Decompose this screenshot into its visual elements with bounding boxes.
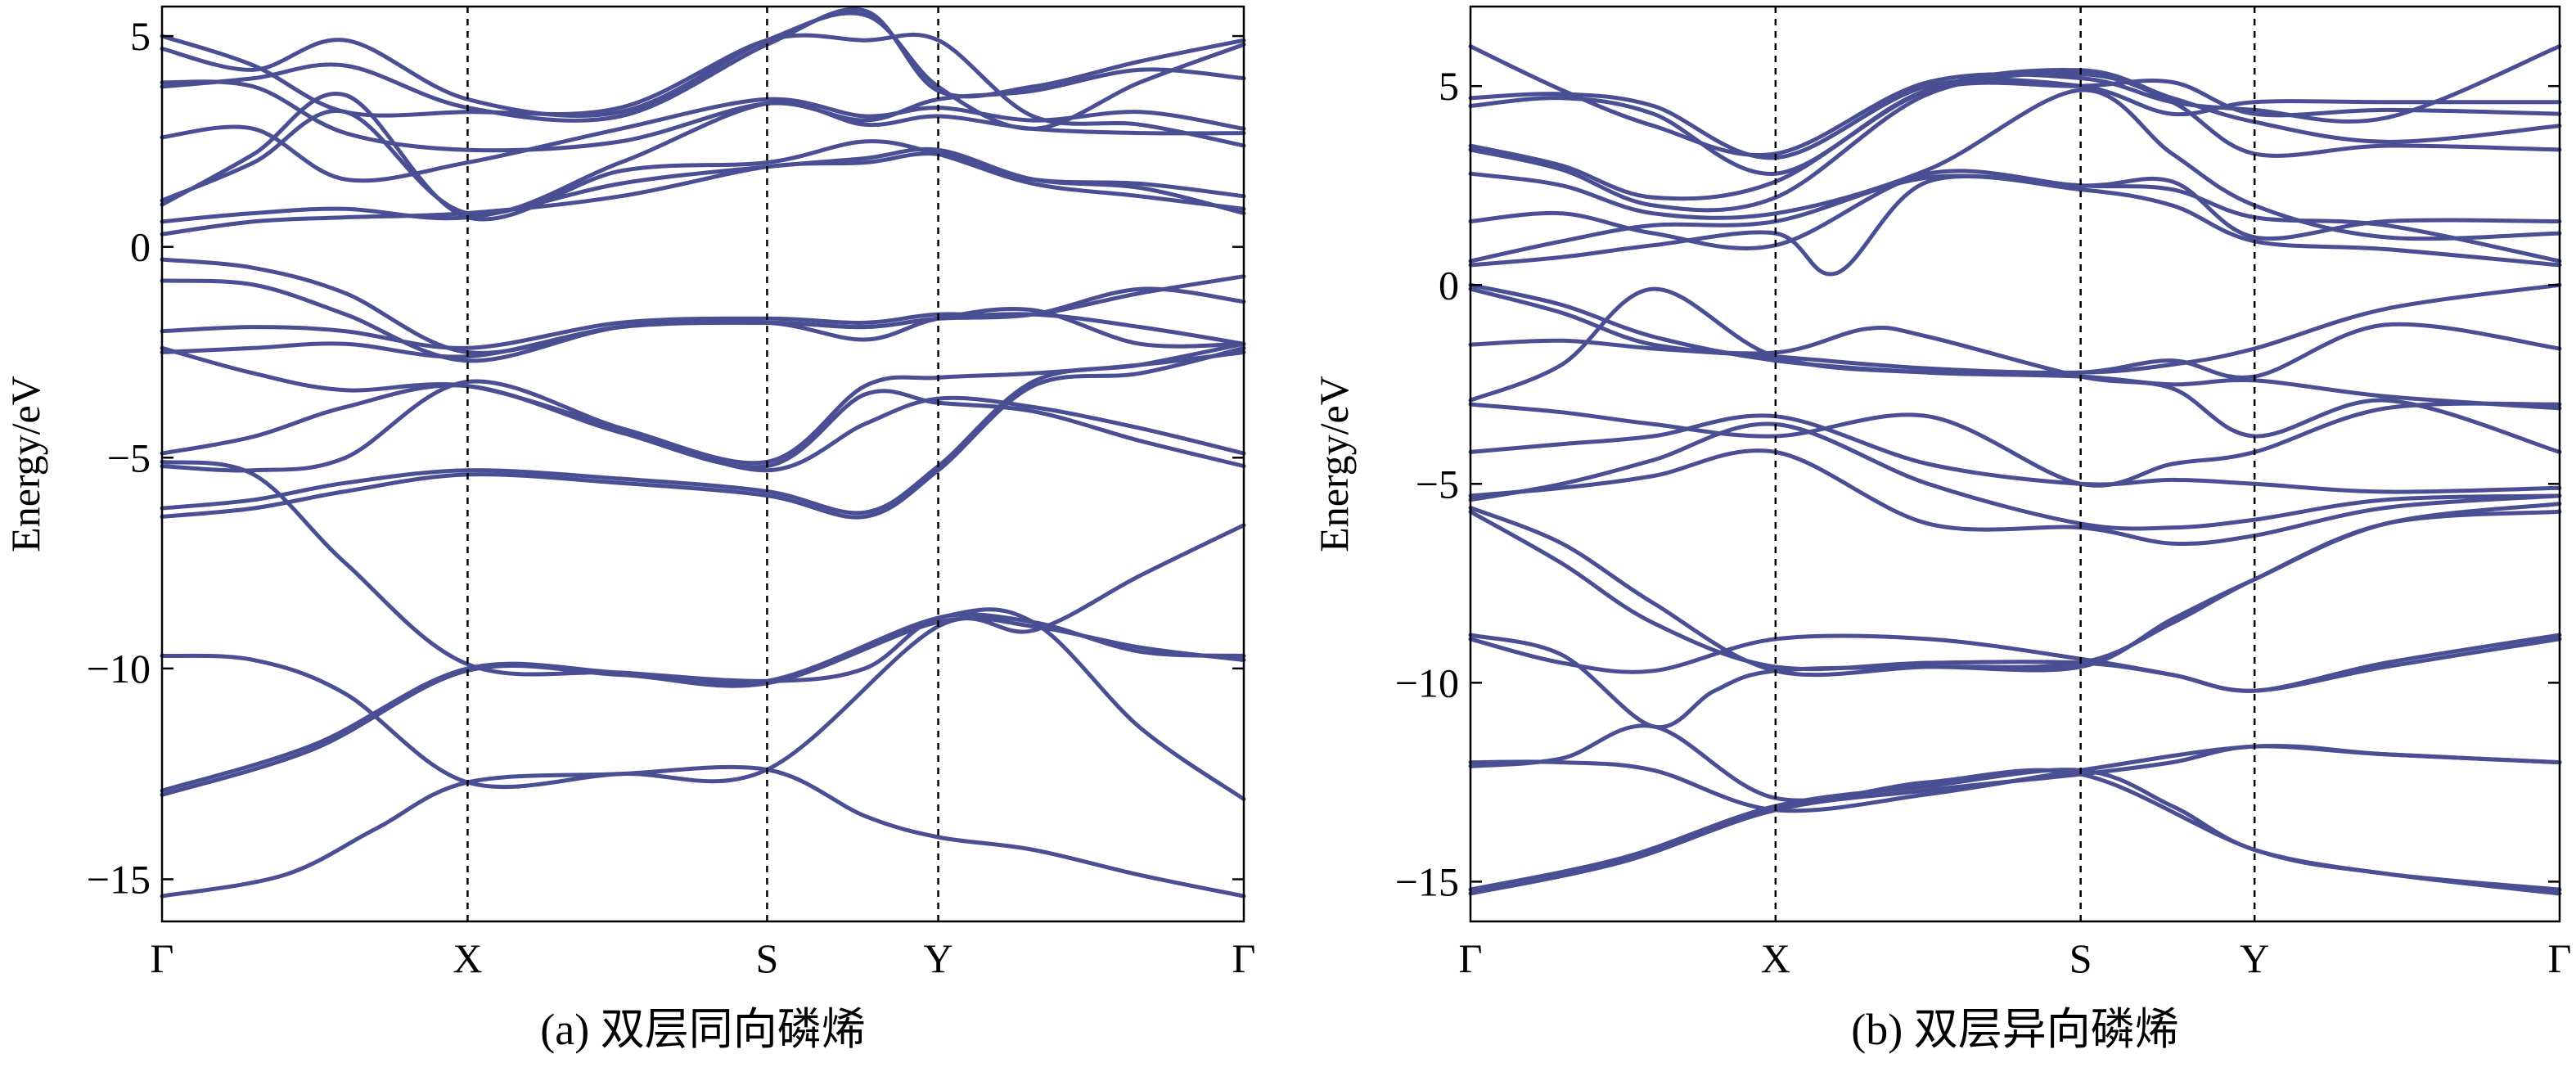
panel-b-caption: (b) 双层异向磷烯 xyxy=(1851,1005,2178,1054)
panel-b-ytick-label: −15 xyxy=(1395,858,1459,904)
panel-b-band-10 xyxy=(1468,421,2562,531)
panel-a-band-19 xyxy=(160,97,1246,183)
panel-a-band-23 xyxy=(160,32,1246,148)
panel-a-band-10 xyxy=(160,345,1246,466)
panel-a-band-7 xyxy=(160,345,1246,520)
panel-b-band-3 xyxy=(1468,743,2562,813)
panel-b-band-1 xyxy=(1468,768,2562,892)
panel-b-xtick-label: Y xyxy=(2240,935,2269,981)
panel-b-band-17 xyxy=(1468,174,2562,277)
panel-a: 5 0 −5 −10 −15 Γ X S Y Γ Energy/eV (a) 双层同向磷烯 xyxy=(2,5,1256,1054)
panel-b-ytick-label: 5 xyxy=(1439,63,1459,109)
panel-a-band-9 xyxy=(160,383,1246,470)
panel-a-ytick-label: 5 xyxy=(130,13,151,59)
panel-a-band-5 xyxy=(160,459,1246,683)
panel-b-band-15 xyxy=(1468,286,2562,454)
panel-a-band-14 xyxy=(160,278,1246,363)
panel-a-band-20 xyxy=(160,67,1246,153)
panel-b-ytick-label: −10 xyxy=(1395,660,1459,705)
panel-a-ytick-label: −10 xyxy=(87,646,151,691)
panel-a-high-symmetry-lines xyxy=(466,7,939,921)
panel-b-band-8 xyxy=(1468,509,2562,693)
panel-b-band-19 xyxy=(1468,169,2562,250)
panel-a-y-axis-label: Energy/eV xyxy=(2,376,48,552)
panel-b-y-ticks: 5 0 −5 −10 −15 xyxy=(1395,63,2560,904)
panel-a-axes-frame xyxy=(160,5,1245,923)
panel-b-bands xyxy=(1468,44,2562,896)
panel-a-ytick-label: −15 xyxy=(87,856,151,902)
panel-a-band-11 xyxy=(160,306,1246,359)
panel-b-xtick-label: Γ xyxy=(1459,935,1483,981)
panel-b-band-7 xyxy=(1468,502,2562,678)
panel-a-xtick-label: Y xyxy=(923,935,952,981)
panel-b-xtick-label: S xyxy=(2069,935,2092,981)
panel-b-band-12 xyxy=(1468,401,2562,488)
panel-a-xtick-label: Γ xyxy=(151,935,174,981)
panel-a-band-1 xyxy=(160,764,1246,899)
panel-b-ytick-label: 0 xyxy=(1439,262,1459,308)
panel-b: 5 0 −5 −10 −15 Γ X S Y Γ Energy/eV (b) 双层异向磷烯 xyxy=(1311,5,2572,1054)
panel-b-band-6 xyxy=(1468,633,2562,693)
panel-a-ytick-label: 0 xyxy=(130,224,151,270)
panel-a-band-16 xyxy=(160,146,1246,224)
panel-b-xtick-label: Γ xyxy=(2548,935,2572,981)
panel-b-band-24 xyxy=(1468,77,2562,160)
panel-b-band-16 xyxy=(1468,286,2562,403)
panel-a-caption: (a) 双层同向磷烯 xyxy=(540,1005,865,1054)
panel-b-band-13 xyxy=(1468,282,2562,375)
panel-b-ytick-label: −5 xyxy=(1416,461,1459,507)
panel-a-band-2 xyxy=(160,607,1246,802)
panel-b-band-21 xyxy=(1468,71,2562,213)
panel-b-band-23 xyxy=(1468,79,2562,176)
panel-b-xtick-label: X xyxy=(1761,935,1790,981)
panel-b-axes-frame xyxy=(1469,5,2561,923)
panel-a-band-17 xyxy=(160,92,1246,222)
panel-b-band-9 xyxy=(1468,448,2562,547)
panel-a-y-ticks: 5 0 −5 −10 −15 xyxy=(87,13,1244,902)
panel-a-band-18 xyxy=(160,100,1246,217)
panel-a-ytick-label: −5 xyxy=(107,435,151,480)
panel-b-band-20 xyxy=(1468,88,2562,241)
panel-b-band-4 xyxy=(1468,723,2562,896)
panel-a-xtick-label: Γ xyxy=(1232,935,1256,981)
panel-b-band-25 xyxy=(1468,44,2562,157)
panel-a-band-4 xyxy=(160,523,1246,790)
panel-b-band-11 xyxy=(1468,413,2562,494)
panel-b-y-axis-label: Energy/eV xyxy=(1311,376,1357,552)
panel-a-xtick-label: X xyxy=(453,935,482,981)
panel-b-band-5 xyxy=(1468,509,2562,730)
panel-a-band-12 xyxy=(160,274,1246,350)
panel-b-high-symmetry-lines xyxy=(1774,7,2256,921)
panel-a-band-21 xyxy=(160,7,1246,123)
panel-a-bands xyxy=(160,7,1246,899)
panel-a-xtick-label: S xyxy=(756,935,779,981)
